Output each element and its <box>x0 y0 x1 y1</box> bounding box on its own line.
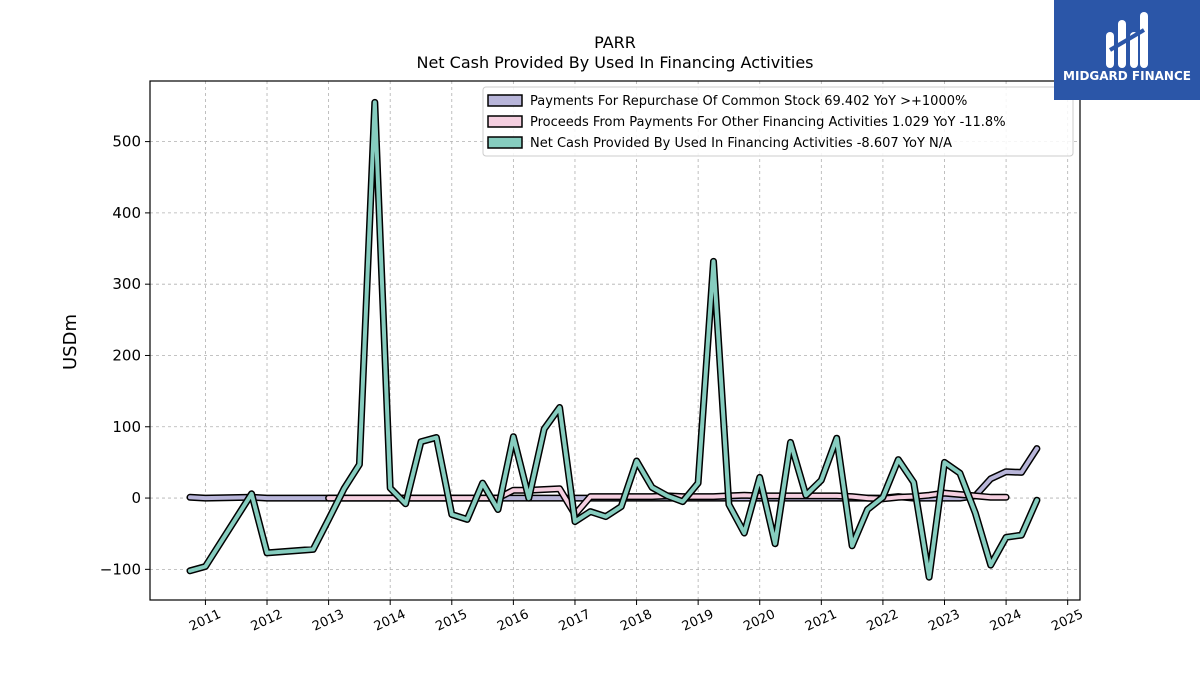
x-axis: 2011 2012 2013 2014 2015 2016 2017 2018 2019 2020… <box>187 600 1086 635</box>
y-tick-label: 0 <box>131 489 141 507</box>
x-tick-label: 2022 <box>865 607 901 635</box>
legend-box <box>482 86 1074 157</box>
legend-swatch <box>487 94 523 107</box>
series-line <box>188 100 1039 580</box>
plot-frame <box>149 80 1081 601</box>
x-tick-label: 2014 <box>372 607 408 635</box>
y-tick-label: 400 <box>112 204 141 222</box>
series-3 <box>186 98 1041 581</box>
x-tick-label: 2021 <box>803 607 839 635</box>
y-tick-label: 500 <box>112 133 141 151</box>
y-tick-label: 100 <box>112 418 141 436</box>
logo-mark-icon <box>1106 12 1148 68</box>
x-tick-label: 2015 <box>433 607 469 635</box>
x-tick-label: 2019 <box>680 607 716 635</box>
legend-label: Proceeds From Payments For Other Financi… <box>530 115 1006 130</box>
chart-title: PARR <box>594 33 636 52</box>
x-tick-label: 2020 <box>741 607 777 635</box>
y-tick-label: 200 <box>112 346 141 364</box>
y-tick-label: −100 <box>100 560 141 578</box>
x-tick-label: 2011 <box>187 607 223 635</box>
x-tick-label: 2023 <box>926 607 962 635</box>
legend-label: Payments For Repurchase Of Common Stock … <box>530 94 967 109</box>
x-tick-label: 2013 <box>310 607 346 635</box>
legend-label: Net Cash Provided By Used In Financing A… <box>530 136 952 151</box>
x-tick-label: 2017 <box>557 607 593 635</box>
x-tick-label: 2024 <box>988 607 1024 635</box>
y-axis-label: USDm <box>60 314 81 370</box>
series-layer <box>186 98 1041 581</box>
chart-subtitle: Net Cash Provided By Used In Financing A… <box>416 53 813 72</box>
grid <box>150 81 1080 600</box>
x-tick-label: 2018 <box>618 607 654 635</box>
legend-swatch <box>487 136 523 149</box>
y-tick-label: 300 <box>112 275 141 293</box>
legend: Payments For Repurchase Of Common Stock … <box>482 86 1074 157</box>
y-axis: −100 0 100 200 300 400 500 <box>100 133 150 578</box>
series-line-outline <box>186 98 1041 581</box>
brand-logo: MIDGARD FINANCE <box>1054 0 1200 100</box>
x-tick-label: 2016 <box>495 607 531 635</box>
legend-swatch <box>487 115 523 128</box>
x-tick-label: 2012 <box>249 607 285 635</box>
logo-text: MIDGARD FINANCE <box>1063 69 1191 83</box>
x-tick-label: 2025 <box>1049 607 1085 635</box>
